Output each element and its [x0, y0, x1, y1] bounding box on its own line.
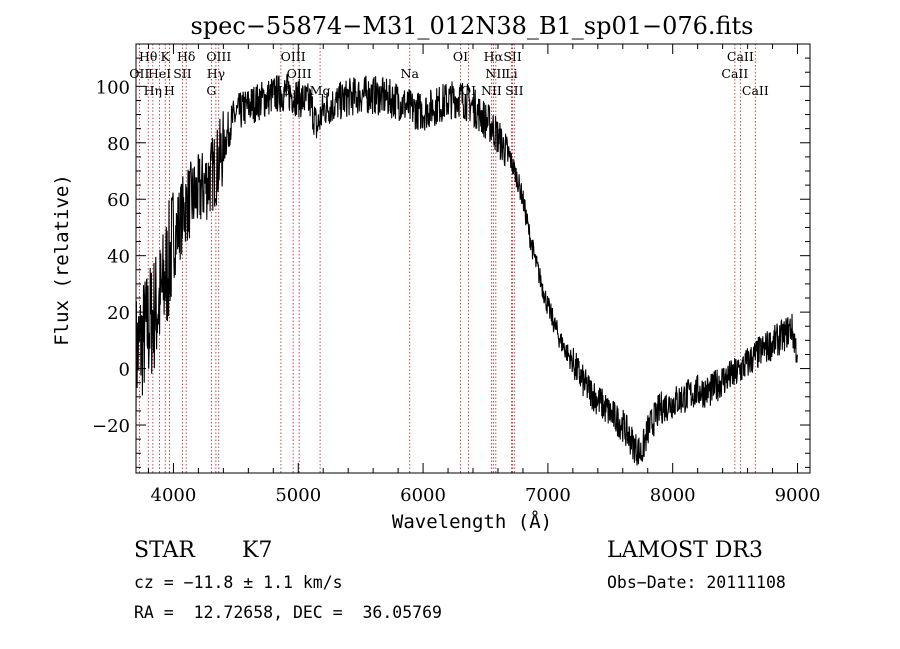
emission-line-label: OIII	[281, 49, 306, 64]
emission-line-label: G	[206, 83, 216, 98]
flux-line-series	[135, 74, 798, 466]
observation-date: Obs−Date: 20111108	[607, 573, 786, 592]
y-tick-label: −20	[92, 416, 130, 437]
emission-line-label: Li	[505, 66, 517, 81]
y-tick-label: 60	[107, 190, 130, 211]
emission-line-label: SII	[505, 83, 524, 98]
x-tick-label: 5000	[275, 485, 321, 506]
chart-title: spec−55874−M31_012N38_B1_sp01−076.fits	[191, 12, 754, 40]
emission-line-label: OIII	[287, 66, 312, 81]
emission-line-label: OI	[453, 49, 468, 64]
y-tick-label: 0	[119, 360, 130, 381]
x-tick-label: 8000	[650, 485, 696, 506]
emission-line-label: HeI	[148, 66, 171, 81]
emission-line-label: Hδ	[177, 49, 195, 64]
emission-line-label: NII	[485, 66, 506, 81]
emission-line-label: Hη	[144, 83, 162, 98]
emission-line-label: Hγ	[207, 66, 225, 81]
emission-line-label: Hα	[484, 49, 504, 64]
emission-line-label: OIII	[206, 49, 231, 64]
y-tick-label: 20	[107, 303, 130, 324]
object-subclass: K7	[242, 538, 273, 563]
x-tick-label: 7000	[525, 485, 571, 506]
emission-line-label: SII	[173, 66, 192, 81]
emission-line-label: NII	[481, 83, 502, 98]
emission-line-label: Hθ	[139, 49, 157, 64]
emission-line-label: Na	[401, 66, 420, 81]
x-axis-label: Wavelength (Å)	[392, 510, 552, 533]
emission-line-label: K	[161, 49, 171, 64]
x-axis-ticks: 4000 5000 6000 7000 8000 9000	[147, 44, 821, 506]
emission-line-label: CaII	[742, 83, 769, 98]
ra-dec-coordinates: RA = 12.72658, DEC = 36.05769	[134, 603, 442, 622]
y-axis-ticks: −20 0 20 40 60 80 100	[92, 43, 810, 468]
y-tick-label: 40	[107, 247, 130, 268]
survey-label: LAMOST DR3	[607, 538, 763, 563]
x-tick-label: 4000	[151, 485, 197, 506]
emission-line-label: CaII	[721, 66, 748, 81]
object-class: STAR	[134, 538, 195, 563]
y-axis-label: Flux (relative)	[51, 174, 73, 346]
y-tick-label: 80	[107, 134, 130, 155]
emission-line-label: H	[164, 83, 175, 98]
redshift-cz: cz = −11.8 ± 1.1 km/s	[134, 573, 343, 592]
y-tick-label: 100	[96, 77, 130, 98]
emission-line-label: Mg	[310, 83, 331, 98]
x-tick-label: 6000	[400, 485, 446, 506]
emission-line-label: CaII	[727, 49, 754, 64]
emission-line-label: SII	[503, 49, 522, 64]
x-tick-label: 9000	[775, 485, 821, 506]
emission-line-label: OII	[129, 66, 149, 81]
